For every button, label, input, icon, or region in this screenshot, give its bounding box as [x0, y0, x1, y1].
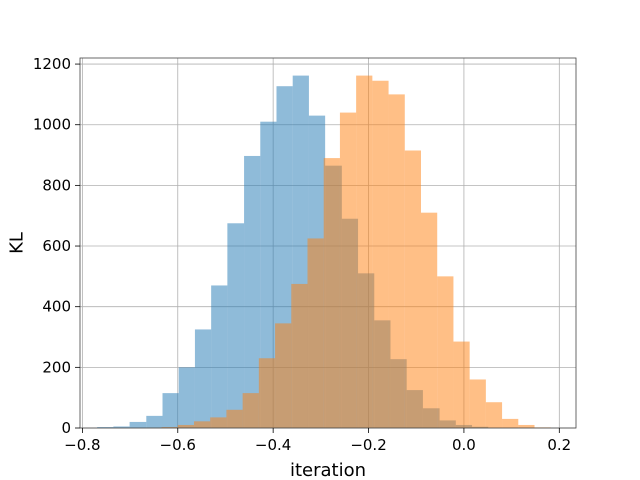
histogram-bar [404, 150, 421, 428]
y-tick-label: 800 [42, 176, 71, 194]
histogram-bar [242, 393, 259, 428]
y-tick-label: 200 [42, 358, 71, 376]
x-tick-label: −0.6 [160, 436, 196, 454]
y-tick-label: 1000 [33, 116, 71, 134]
histogram-bar [437, 276, 454, 428]
histogram-bar [193, 421, 211, 428]
histogram-bar [177, 424, 194, 428]
histogram-bar [339, 112, 357, 429]
x-tick-label: −0.4 [255, 436, 291, 454]
histogram-bar [258, 358, 276, 428]
ticks: −0.8 −0.6 −0.4 −0.2 0.0 0.2 0 200 400 600 800 1000 1… [33, 55, 571, 454]
y-tick-label: 1200 [33, 55, 71, 73]
x-tick-label: −0.8 [64, 436, 100, 454]
histogram-bar [194, 329, 212, 428]
y-axis-label: KL [7, 232, 28, 254]
histogram-bar [162, 393, 179, 428]
histogram-bar [146, 415, 163, 428]
histogram-bar [307, 238, 324, 428]
histogram-bar [97, 427, 114, 428]
histogram-bar [211, 285, 228, 428]
histogram-bar [210, 417, 227, 428]
histogram-bar [113, 426, 130, 428]
histogram-bar [518, 424, 535, 428]
y-tick-label: 600 [42, 237, 71, 255]
histogram-bar [260, 121, 277, 428]
histogram-bar [323, 158, 340, 428]
histogram-bar [226, 409, 243, 428]
histogram-bar [291, 283, 308, 428]
bars [97, 75, 551, 429]
histogram-bar [178, 367, 195, 428]
histogram-bar [388, 94, 405, 429]
x-tick-label: 0.2 [547, 436, 571, 454]
y-tick-label: 400 [42, 298, 71, 316]
histogram-bar [161, 427, 178, 428]
histogram-bar [485, 402, 503, 428]
histogram-bar [356, 75, 373, 429]
histogram-bar [469, 379, 486, 428]
histogram-bar [244, 155, 261, 428]
y-tick-label: 0 [61, 419, 71, 437]
histogram-bar [502, 418, 519, 428]
histogram-bar [275, 323, 292, 428]
histogram-bar [372, 80, 389, 428]
plot-frame [79, 57, 577, 429]
histogram-bar [129, 421, 147, 428]
histogram-bar [453, 341, 470, 428]
x-tick-label: −0.2 [350, 436, 386, 454]
series-1-bars [145, 75, 551, 429]
histogram-bar [421, 212, 438, 428]
histogram-bar [227, 223, 245, 428]
x-axis-label: iteration [290, 460, 366, 480]
x-tick-label: 0.0 [452, 436, 476, 454]
